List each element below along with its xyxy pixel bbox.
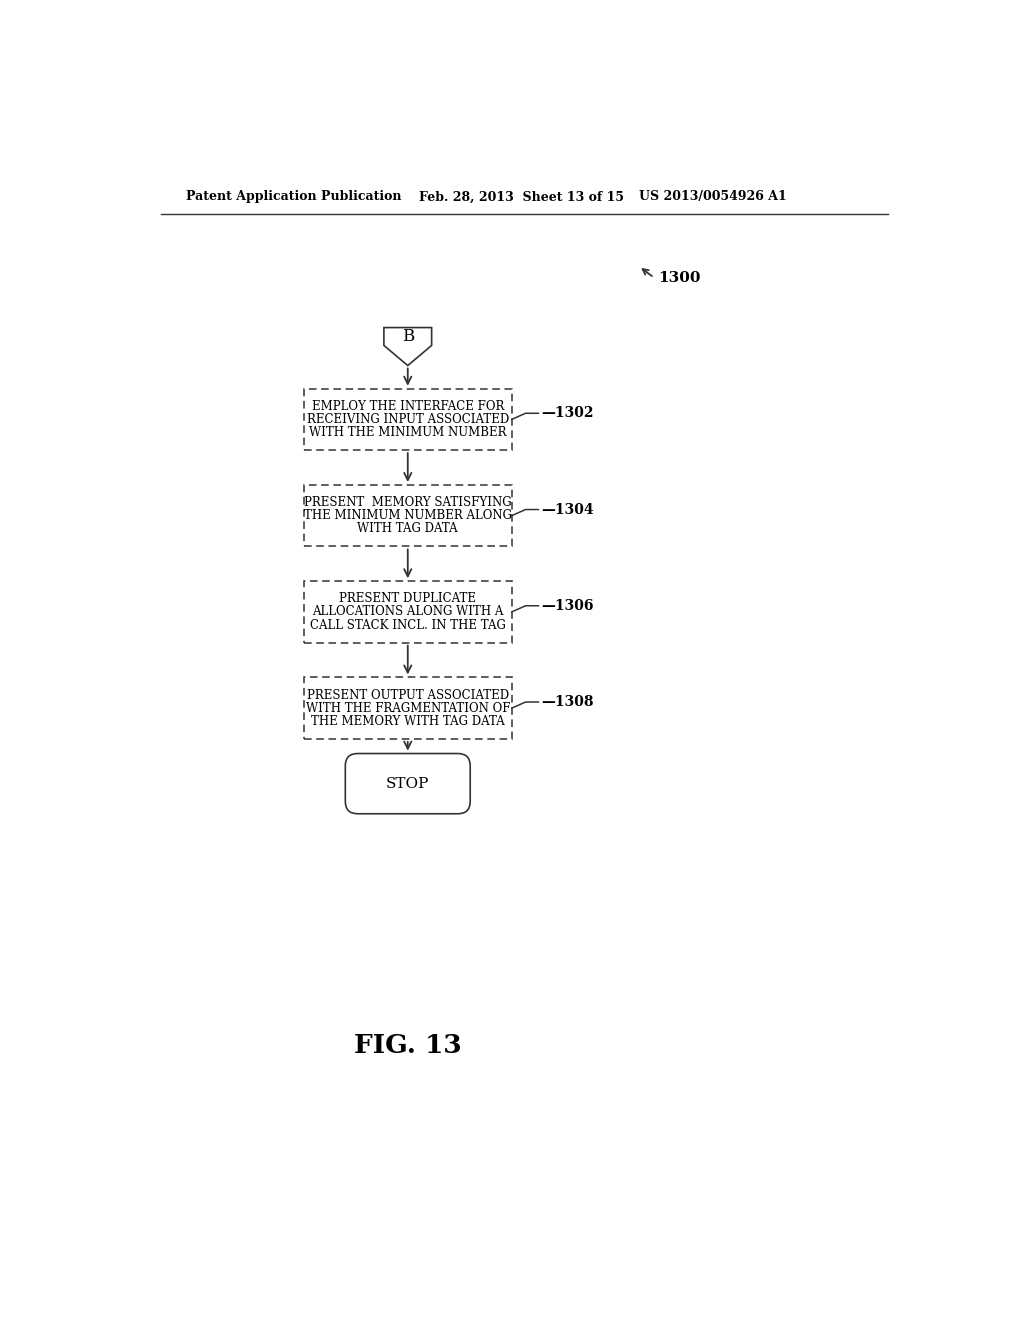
Text: FIG. 13: FIG. 13	[354, 1034, 462, 1057]
Text: PRESENT DUPLICATE: PRESENT DUPLICATE	[339, 593, 476, 606]
Text: US 2013/0054926 A1: US 2013/0054926 A1	[639, 190, 786, 203]
Text: 1300: 1300	[658, 271, 700, 285]
Bar	[304, 484, 512, 546]
Text: —1302: —1302	[541, 407, 594, 420]
Text: STOP: STOP	[386, 776, 429, 791]
Text: —1308: —1308	[541, 696, 594, 709]
Text: WITH THE MINIMUM NUMBER: WITH THE MINIMUM NUMBER	[309, 426, 507, 440]
Text: Feb. 28, 2013  Sheet 13 of 15: Feb. 28, 2013 Sheet 13 of 15	[419, 190, 625, 203]
Bar	[304, 677, 512, 739]
Text: RECEIVING INPUT ASSOCIATED: RECEIVING INPUT ASSOCIATED	[306, 413, 509, 426]
Text: CALL STACK INCL. IN THE TAG: CALL STACK INCL. IN THE TAG	[310, 619, 506, 631]
Text: WITH TAG DATA: WITH TAG DATA	[357, 523, 458, 536]
Text: PRESENT  MEMORY SATISFYING: PRESENT MEMORY SATISFYING	[304, 496, 512, 510]
Text: THE MINIMUM NUMBER ALONG: THE MINIMUM NUMBER ALONG	[304, 510, 512, 523]
Text: —1304: —1304	[541, 503, 594, 516]
Text: ALLOCATIONS ALONG WITH A: ALLOCATIONS ALONG WITH A	[312, 606, 504, 619]
Text: B: B	[401, 327, 414, 345]
Text: WITH THE FRAGMENTATION OF: WITH THE FRAGMENTATION OF	[305, 702, 510, 714]
Text: —1306: —1306	[541, 599, 594, 612]
Text: EMPLOY THE INTERFACE FOR: EMPLOY THE INTERFACE FOR	[311, 400, 504, 413]
Text: Patent Application Publication: Patent Application Publication	[186, 190, 401, 203]
FancyBboxPatch shape	[345, 754, 470, 813]
Text: THE MEMORY WITH TAG DATA: THE MEMORY WITH TAG DATA	[311, 714, 505, 727]
Bar	[304, 388, 512, 450]
Text: PRESENT OUTPUT ASSOCIATED: PRESENT OUTPUT ASSOCIATED	[307, 689, 509, 702]
Bar	[304, 581, 512, 643]
